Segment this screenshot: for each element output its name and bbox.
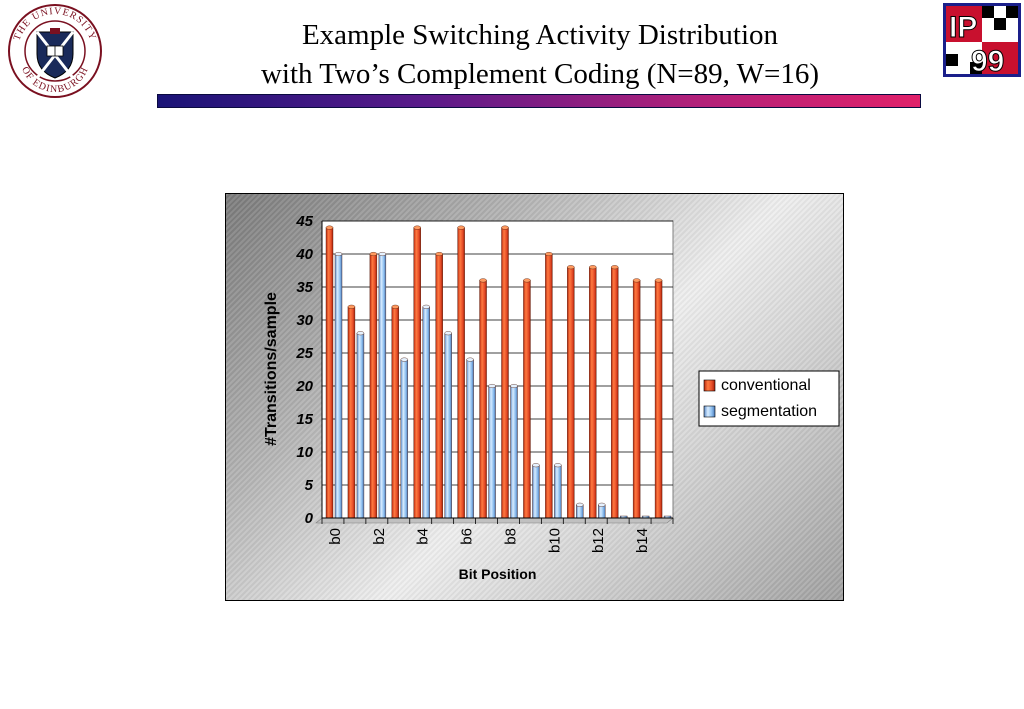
bar-conventional (457, 227, 465, 519)
bar-cap-segmentation (488, 383, 496, 388)
bar-segmentation (466, 359, 474, 519)
slide-title: Example Switching Activity Distribution … (160, 16, 920, 94)
legend-label-segmentation: segmentation (721, 403, 817, 420)
bar-cap-conventional (501, 225, 509, 230)
bar-cap-conventional (435, 252, 443, 257)
bar-conventional (325, 227, 334, 519)
bar-cap-segmentation (466, 357, 474, 362)
x-tick-label: b8 (502, 528, 519, 545)
bar-cap-conventional (413, 225, 421, 230)
bar-cap-segmentation (378, 252, 387, 257)
bar-cap-segmentation (554, 463, 562, 468)
x-tick-label: b4 (415, 528, 432, 545)
bar-segmentation (400, 359, 409, 519)
y-tick-label: 15 (296, 411, 313, 428)
bar-cap-conventional (610, 265, 619, 270)
bar-cap-segmentation (444, 331, 452, 336)
bar-cap-segmentation (598, 502, 606, 507)
bar-conventional (435, 253, 443, 519)
bar-cap-conventional (479, 278, 487, 283)
x-tick-label: b12 (590, 528, 607, 553)
bar-conventional (523, 280, 531, 519)
x-tick-label: b2 (371, 528, 388, 545)
bar-cap-segmentation (576, 502, 584, 507)
bar-cap-conventional (325, 225, 334, 230)
bar-segmentation (510, 385, 518, 519)
bar-cap-segmentation (510, 383, 518, 388)
bar-chart: 0 5 10 15 20 25 30 35 40 45 b0 b2 b4 b6 b8 b10 b12 b14 Bit… (263, 213, 840, 582)
bar-conventional (479, 280, 487, 519)
bar-cap-conventional (523, 278, 531, 283)
plot-floor (315, 517, 674, 524)
bar-segmentation (334, 253, 343, 519)
bar-conventional (347, 306, 356, 519)
99-logo-text: 99 (971, 45, 1004, 77)
bar-cap-segmentation (334, 252, 343, 257)
bar-conventional (413, 227, 421, 519)
bar-conventional (369, 253, 378, 519)
bar-segmentation (378, 253, 387, 519)
bar-cap-conventional (545, 252, 553, 257)
bar-cap-segmentation (356, 331, 365, 336)
bar-cap-conventional (567, 265, 575, 270)
bar-segmentation (444, 332, 452, 519)
y-tick-label: 30 (296, 312, 313, 329)
x-axis-title: Bit Position (459, 566, 537, 582)
university-of-edinburgh-logo: THE UNIVERSITY OF EDINBURGH (8, 4, 102, 98)
y-tick-label: 35 (296, 279, 313, 296)
bar-segmentation (422, 306, 430, 519)
y-axis-title: #Transitions/sample (263, 292, 280, 446)
bar-conventional (501, 227, 509, 519)
x-tick-label: b10 (546, 528, 563, 553)
y-tick-label: 0 (305, 510, 314, 527)
bar-cap-conventional (654, 278, 663, 283)
ip99-logo: IP 99 (943, 3, 1021, 77)
bar-segmentation (488, 385, 496, 519)
bar-cap-conventional (347, 304, 356, 309)
bar-conventional (545, 253, 553, 519)
x-tick-label: b14 (634, 528, 651, 553)
title-line-2: with Two’s Complement Coding (N=89, W=16… (260, 58, 820, 90)
bar-cap-conventional (457, 225, 465, 230)
y-tick-label: 5 (305, 477, 314, 494)
chart-area: 0 5 10 15 20 25 30 35 40 45 b0 b2 b4 b6 b8 b10 b12 b14 Bit… (225, 193, 844, 601)
bar-cap-conventional (391, 304, 400, 309)
bar-conventional (391, 306, 400, 519)
ip-logo-text: IP (949, 11, 977, 44)
shield-icon (35, 28, 75, 79)
x-tick-label: b0 (327, 528, 344, 545)
x-tick-label: b6 (459, 528, 476, 545)
y-tick-label: 40 (295, 246, 313, 263)
title-line-1: Example Switching Activity Distribution (301, 19, 779, 51)
bar-cap-segmentation (400, 357, 409, 362)
bar-segmentation (554, 465, 562, 519)
bar-segmentation (532, 465, 540, 519)
legend-label-conventional: conventional (721, 377, 811, 394)
bar-conventional (589, 266, 597, 519)
y-tick-label: 20 (295, 378, 313, 395)
legend-box (698, 370, 840, 427)
bar-conventional (610, 266, 619, 519)
legend-swatch-conventional (703, 379, 716, 392)
bar-cap-conventional (589, 265, 597, 270)
bar-cap-conventional (369, 252, 378, 257)
title-gradient-bar (157, 94, 921, 108)
y-tick-label: 45 (295, 213, 313, 230)
legend-swatch-segmentation (703, 405, 716, 418)
y-tick-label: 25 (295, 345, 313, 362)
bar-cap-segmentation (422, 304, 430, 309)
y-tick-label: 10 (296, 444, 313, 461)
bar-cap-conventional (632, 278, 641, 283)
bar-conventional (654, 280, 663, 519)
bar-cap-segmentation (532, 463, 540, 468)
bar-segmentation (356, 332, 365, 519)
bar-conventional (567, 266, 575, 519)
bar-conventional (632, 280, 641, 519)
